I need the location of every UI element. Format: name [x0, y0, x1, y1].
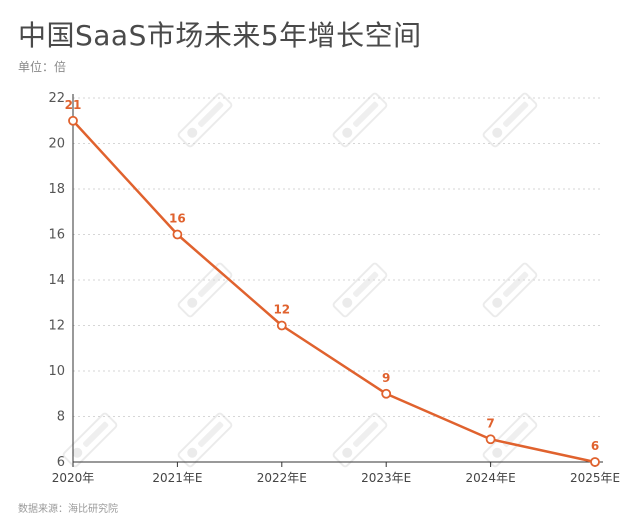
x-tick-label: 2023年E [361, 471, 411, 485]
data-label: 16 [169, 212, 186, 226]
watermark-logo [332, 92, 388, 148]
series-layer [68, 115, 600, 467]
gridlines [73, 97, 603, 417]
watermark-logo [482, 92, 538, 148]
watermark-logo [332, 262, 388, 318]
data-label: 6 [591, 439, 599, 453]
source-note: 数据来源：海比研究院 [18, 504, 118, 515]
data-point [68, 115, 78, 126]
watermark-logo [177, 92, 233, 148]
watermark-logo [177, 412, 233, 468]
data-label: 9 [382, 371, 390, 385]
y-tick-label: 8 [57, 410, 65, 425]
x-tick-label: 2020年 [52, 471, 95, 485]
data-point [172, 229, 183, 240]
x-tick-label: 2021年E [152, 471, 202, 485]
x-axis-ticks: 2020年 2021年E 2022年E 2023年E 2024年E 2025年E [52, 462, 620, 485]
data-label: 12 [273, 303, 290, 317]
y-tick-label: 6 [57, 455, 65, 470]
y-tick-label: 20 [48, 137, 65, 152]
data-point [485, 434, 496, 445]
y-tick-label: 18 [48, 182, 65, 197]
y-tick-label: 10 [48, 364, 65, 379]
unit-label: 单位：倍 [18, 60, 67, 74]
watermark-logo [482, 412, 538, 468]
data-label: 21 [65, 98, 82, 112]
axes [72, 94, 603, 463]
data-point [381, 388, 392, 399]
data-labels: 21 16 12 9 7 6 [65, 98, 600, 453]
series-line [72, 119, 596, 464]
x-tick-label: 2022年E [257, 471, 307, 485]
y-tick-label: 22 [48, 91, 65, 106]
watermark-logo [177, 262, 233, 318]
y-tick-label: 14 [48, 273, 65, 288]
y-axis-ticks: 6 8 10 12 14 16 18 20 22 [48, 91, 65, 470]
data-point [590, 457, 600, 467]
watermark-layer [62, 92, 538, 468]
data-label: 7 [486, 416, 494, 430]
chart-title: 中国SaaS市场未来5年增长空间 [18, 19, 422, 52]
watermark-logo [482, 262, 538, 318]
watermark-logo [62, 412, 118, 468]
x-tick-label: 2024年E [466, 471, 516, 485]
data-point [276, 320, 287, 331]
y-tick-label: 16 [48, 228, 65, 243]
x-tick-label: 2025年E [570, 471, 620, 485]
y-tick-label: 12 [48, 319, 65, 334]
watermark-logo [332, 412, 388, 468]
